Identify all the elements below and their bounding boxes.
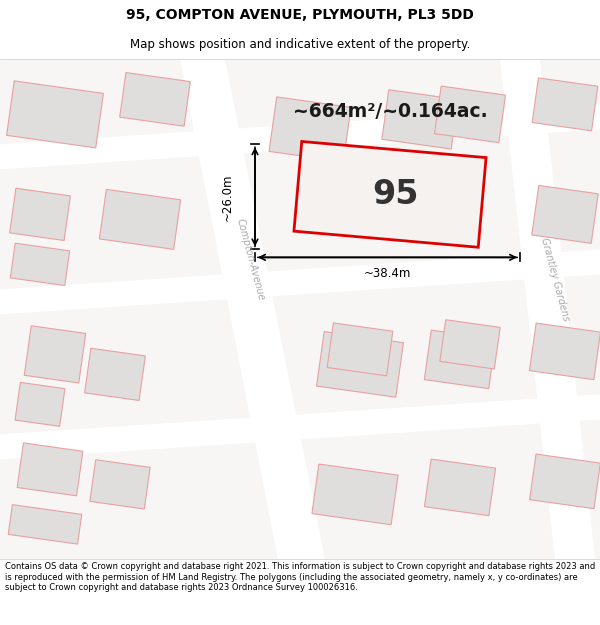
Polygon shape: [434, 86, 506, 142]
Text: ~664m²/~0.164ac.: ~664m²/~0.164ac.: [293, 102, 487, 121]
Polygon shape: [382, 90, 458, 149]
Polygon shape: [180, 59, 325, 559]
Polygon shape: [500, 59, 595, 559]
Text: Compton-Avenue: Compton-Avenue: [234, 217, 266, 301]
Polygon shape: [24, 326, 86, 383]
Text: 95, COMPTON AVENUE, PLYMOUTH, PL3 5DD: 95, COMPTON AVENUE, PLYMOUTH, PL3 5DD: [126, 8, 474, 22]
Polygon shape: [269, 97, 351, 162]
Text: Contains OS data © Crown copyright and database right 2021. This information is : Contains OS data © Crown copyright and d…: [5, 562, 595, 592]
Polygon shape: [294, 141, 486, 248]
Polygon shape: [532, 78, 598, 131]
Polygon shape: [312, 464, 398, 525]
Polygon shape: [119, 72, 190, 126]
Polygon shape: [530, 454, 600, 509]
Text: ~38.4m: ~38.4m: [364, 267, 411, 280]
Polygon shape: [8, 504, 82, 544]
Polygon shape: [17, 443, 83, 496]
Polygon shape: [10, 188, 70, 241]
Polygon shape: [0, 104, 600, 169]
Text: 95: 95: [372, 178, 418, 211]
Polygon shape: [10, 243, 70, 286]
Text: Grantley Gardens: Grantley Gardens: [539, 236, 571, 322]
Polygon shape: [424, 459, 496, 516]
Polygon shape: [424, 330, 496, 389]
Polygon shape: [532, 186, 598, 243]
Polygon shape: [327, 323, 393, 376]
Text: ~26.0m: ~26.0m: [221, 173, 233, 221]
Polygon shape: [317, 332, 403, 397]
Polygon shape: [529, 323, 600, 379]
Polygon shape: [100, 189, 181, 249]
Polygon shape: [90, 460, 150, 509]
Polygon shape: [0, 394, 600, 459]
Text: Map shows position and indicative extent of the property.: Map shows position and indicative extent…: [130, 38, 470, 51]
Polygon shape: [440, 320, 500, 369]
Polygon shape: [15, 382, 65, 426]
Polygon shape: [7, 81, 103, 148]
Polygon shape: [0, 249, 600, 314]
Polygon shape: [85, 348, 145, 401]
